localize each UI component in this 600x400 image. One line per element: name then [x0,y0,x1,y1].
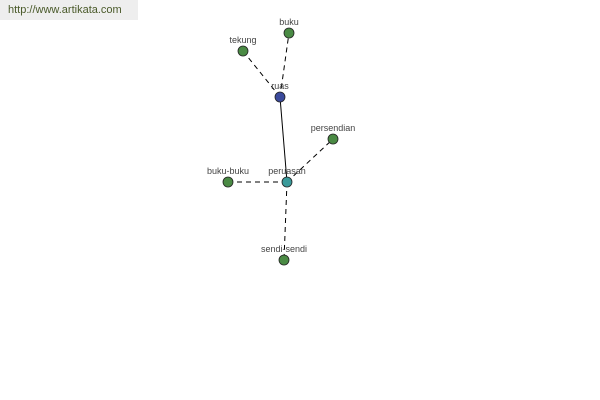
edge-ruas-peruasan [279,96,288,183]
node-circle[interactable] [283,27,295,39]
node-persendian[interactable]: persendian [311,123,356,145]
node-label: peruasan [268,166,306,176]
edge-ruas-tekung [242,50,281,98]
node-circle[interactable] [278,254,290,266]
node-circle[interactable] [281,176,293,188]
node-circle[interactable] [327,133,339,145]
url-banner: http://www.artikata.com [0,0,138,20]
node-circle[interactable] [222,176,234,188]
node-label: buku-buku [207,166,249,176]
node-ruas[interactable]: ruas [271,81,289,103]
edge-ruas-buku [279,32,290,98]
node-label: ruas [271,81,289,91]
site-link[interactable]: http://www.artikata.com [8,4,122,16]
edge-peruasan-sendi-sendi [283,181,288,261]
node-label: tekung [229,35,256,45]
node-circle[interactable] [237,45,249,57]
node-tekung[interactable]: tekung [229,35,257,57]
node-peruasan[interactable]: peruasan [268,166,306,188]
node-sendi-sendi[interactable]: sendi-sendi [261,244,307,266]
node-circle[interactable] [274,91,286,103]
node-label: persendian [311,123,356,133]
node-label: buku [279,17,299,27]
node-buku-buku[interactable]: buku-buku [207,166,249,188]
edge-peruasan-persendian [286,138,334,183]
node-label: sendi-sendi [261,244,307,254]
node-buku[interactable]: buku [279,17,299,39]
